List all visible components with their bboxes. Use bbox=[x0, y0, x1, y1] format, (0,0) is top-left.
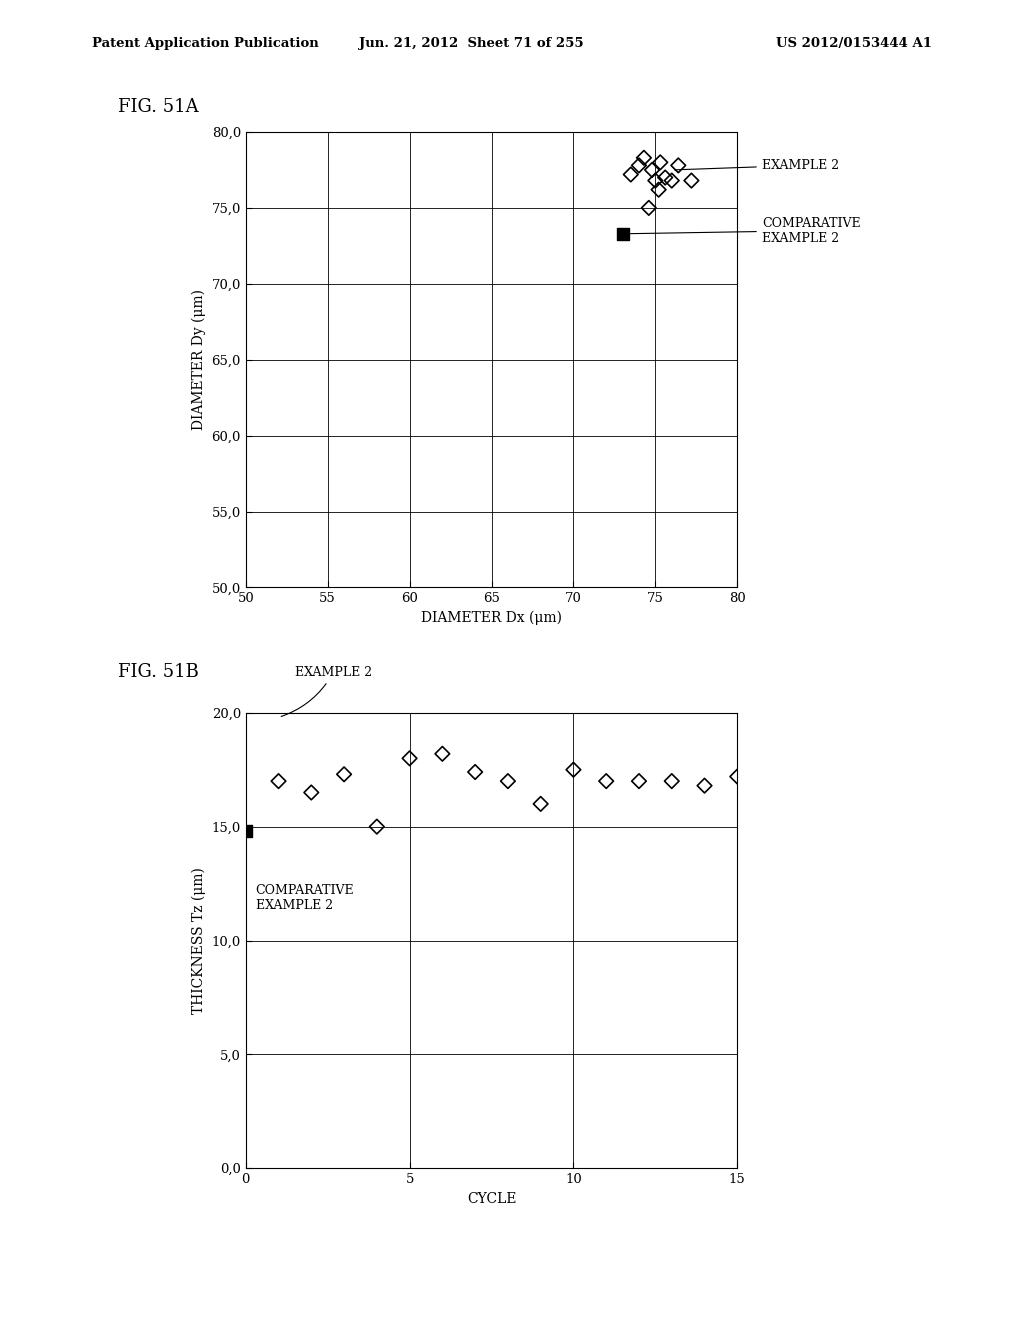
Point bbox=[670, 154, 686, 176]
Y-axis label: THICKNESS Tz (μm): THICKNESS Tz (μm) bbox=[191, 867, 206, 1014]
Text: EXAMPLE 2: EXAMPLE 2 bbox=[675, 158, 839, 172]
X-axis label: DIAMETER Dx (μm): DIAMETER Dx (μm) bbox=[421, 611, 562, 626]
Point bbox=[631, 154, 647, 176]
Point bbox=[401, 748, 418, 770]
Point bbox=[683, 170, 699, 191]
Point bbox=[657, 166, 674, 187]
Text: Patent Application Publication: Patent Application Publication bbox=[92, 37, 318, 50]
Point bbox=[664, 771, 680, 792]
Point bbox=[270, 771, 287, 792]
Text: US 2012/0153444 A1: US 2012/0153444 A1 bbox=[776, 37, 932, 50]
X-axis label: CYCLE: CYCLE bbox=[467, 1192, 516, 1205]
Point bbox=[303, 781, 319, 803]
Text: Jun. 21, 2012  Sheet 71 of 255: Jun. 21, 2012 Sheet 71 of 255 bbox=[358, 37, 584, 50]
Point bbox=[565, 759, 582, 780]
Point bbox=[636, 148, 652, 169]
Point bbox=[614, 223, 631, 244]
Point bbox=[623, 164, 639, 185]
Y-axis label: DIAMETER Dy (μm): DIAMETER Dy (μm) bbox=[191, 289, 206, 430]
Point bbox=[336, 764, 352, 785]
Point bbox=[369, 816, 385, 837]
Text: COMPARATIVE
EXAMPLE 2: COMPARATIVE EXAMPLE 2 bbox=[631, 216, 860, 244]
Point bbox=[647, 170, 664, 191]
Point bbox=[434, 743, 451, 764]
Point bbox=[696, 775, 713, 796]
Point bbox=[500, 771, 516, 792]
Text: COMPARATIVE
EXAMPLE 2: COMPARATIVE EXAMPLE 2 bbox=[256, 883, 354, 912]
Point bbox=[664, 170, 680, 191]
Text: FIG. 51A: FIG. 51A bbox=[118, 98, 199, 116]
Text: FIG. 51B: FIG. 51B bbox=[118, 663, 199, 681]
Point bbox=[650, 180, 667, 201]
Point bbox=[631, 771, 647, 792]
Point bbox=[652, 152, 669, 173]
Point bbox=[532, 793, 549, 814]
Point bbox=[644, 160, 660, 181]
Point bbox=[238, 821, 254, 842]
Text: EXAMPLE 2: EXAMPLE 2 bbox=[282, 665, 372, 717]
Point bbox=[467, 762, 483, 783]
Point bbox=[598, 771, 614, 792]
Point bbox=[729, 766, 745, 787]
Point bbox=[641, 198, 657, 219]
